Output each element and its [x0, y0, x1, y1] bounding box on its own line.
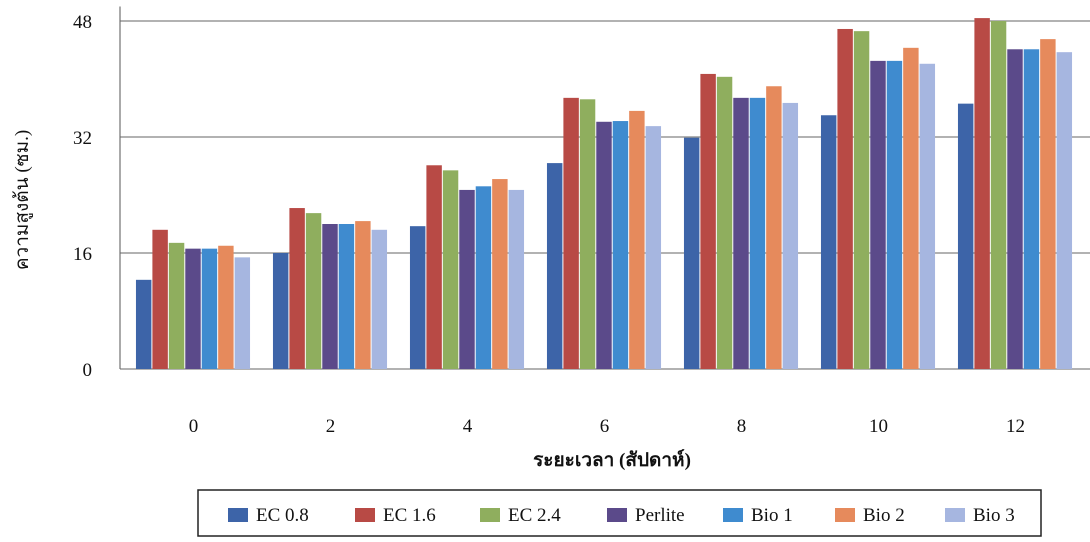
y-tick-label: 32 — [73, 128, 92, 149]
legend-swatch — [480, 508, 500, 522]
bar — [289, 208, 305, 369]
bar — [492, 179, 508, 369]
legend-label: EC 1.6 — [383, 505, 436, 526]
bar — [371, 229, 388, 369]
bar — [1007, 49, 1023, 370]
bar — [749, 97, 766, 369]
x-axis-title: ระยะเวลา (สัปดาห์) — [533, 449, 691, 471]
x-tick-label: 6 — [600, 416, 610, 437]
bar — [579, 99, 596, 370]
bar — [409, 226, 426, 369]
bar — [957, 103, 974, 370]
legend-box — [197, 489, 1042, 537]
legend-label: EC 2.4 — [508, 505, 561, 526]
x-tick-label: 2 — [326, 416, 336, 437]
bar — [1056, 52, 1073, 370]
bar — [442, 170, 459, 369]
bar — [903, 47, 919, 369]
legend-swatch — [228, 508, 248, 522]
bar — [1040, 39, 1056, 369]
y-axis-title: ความสูงต้น (ซม.) — [12, 130, 33, 270]
x-tick-label: 4 — [463, 416, 473, 437]
legend-swatch — [355, 508, 375, 522]
bar — [152, 229, 168, 369]
bar — [629, 110, 645, 370]
bar — [563, 97, 579, 369]
bar — [612, 121, 629, 369]
x-tick-label: 0 — [189, 416, 199, 437]
bar — [475, 186, 492, 369]
bar — [459, 189, 475, 369]
bar — [766, 86, 782, 369]
bar — [645, 126, 662, 369]
bar — [700, 73, 716, 370]
x-tick-label: 10 — [869, 416, 888, 437]
bar — [234, 257, 251, 369]
y-tick-label: 48 — [73, 12, 92, 33]
legend-label: Bio 1 — [751, 505, 793, 526]
bar — [919, 63, 936, 370]
bar — [974, 18, 990, 369]
legend-label: Bio 3 — [973, 505, 1015, 526]
bar — [1023, 49, 1040, 370]
bar — [426, 165, 442, 369]
bar — [168, 242, 185, 369]
bar — [853, 31, 870, 370]
bar — [683, 137, 700, 369]
bar — [201, 248, 218, 369]
y-tick-label: 0 — [83, 360, 93, 381]
bar — [782, 102, 799, 370]
legend-swatch — [835, 508, 855, 522]
bar — [322, 224, 338, 369]
legend-label: EC 0.8 — [256, 505, 309, 526]
bar — [272, 253, 289, 369]
bar — [546, 163, 563, 369]
x-tick-label: 12 — [1006, 416, 1025, 437]
bar — [820, 115, 837, 369]
bar — [716, 76, 733, 369]
bar — [135, 279, 152, 369]
legend-swatch — [723, 508, 743, 522]
y-tick-label: 16 — [73, 244, 92, 265]
legend-label: Bio 2 — [863, 505, 905, 526]
legend-label: Perlite — [635, 505, 685, 526]
bar — [338, 224, 355, 369]
bar — [185, 248, 201, 369]
bar — [870, 60, 886, 369]
bar — [733, 97, 749, 369]
bar — [355, 221, 371, 369]
bar — [305, 213, 322, 369]
legend-swatch — [607, 508, 627, 522]
bar — [990, 21, 1007, 369]
legend-swatch — [945, 508, 965, 522]
bar — [886, 60, 903, 369]
bar — [508, 189, 525, 369]
bar — [218, 245, 234, 369]
bar — [837, 28, 853, 369]
bar — [596, 121, 612, 370]
x-tick-label: 8 — [737, 416, 747, 437]
